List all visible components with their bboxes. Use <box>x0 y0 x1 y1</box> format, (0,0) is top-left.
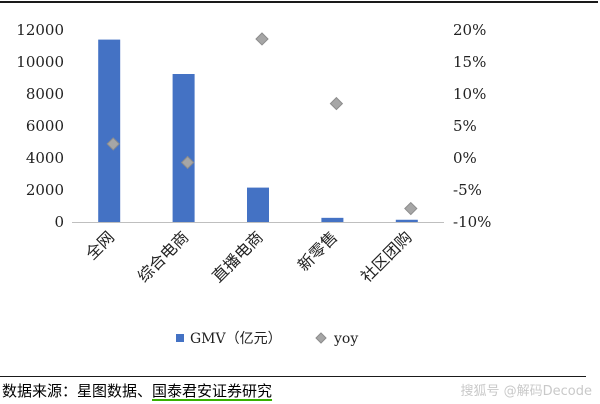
watermark: 搜狐号 @解码Decode <box>460 384 593 399</box>
left-tick-label: 0 <box>54 213 64 231</box>
left-tick-label: 2000 <box>26 181 64 199</box>
yoy-marker <box>404 201 418 216</box>
left-tick-label: 10000 <box>16 53 64 71</box>
bar-series <box>98 39 418 222</box>
category-label: 新零售 <box>294 227 341 274</box>
left-tick-label: 8000 <box>26 85 64 103</box>
source-note: 数据来源：星图数据、国泰君安证券研究 <box>2 380 272 401</box>
right-tick-label: -10% <box>453 213 491 231</box>
right-tick-label: 15% <box>453 53 486 71</box>
left-tick-label: 12000 <box>16 21 64 39</box>
bar <box>321 217 344 222</box>
bar <box>395 219 418 222</box>
top-rule <box>0 1 598 3</box>
yoy-marker <box>106 137 120 151</box>
left-tick-label: 6000 <box>26 117 64 135</box>
yoy-marker <box>180 155 195 170</box>
footer-rule <box>0 376 586 377</box>
category-label: 社区团购 <box>357 227 416 286</box>
legend-gmv-label: GMV（亿元） <box>190 331 282 347</box>
right-tick-label: -5% <box>453 181 482 199</box>
category-label: 综合电商 <box>134 227 193 286</box>
yoy-marker <box>255 32 269 46</box>
category-label: 直播电商 <box>208 227 267 286</box>
right-axis: -10% -5% 0% 5% 10% 15% 20% <box>453 21 491 231</box>
x-axis-labels: 全网 综合电商 直播电商 新零售 社区团购 <box>82 227 416 286</box>
legend-gmv-swatch <box>176 334 184 342</box>
right-tick-label: 20% <box>453 21 486 39</box>
legend: GMV（亿元） yoy <box>176 331 358 347</box>
source-prefix: 数据来源：星图数据、 <box>2 382 153 400</box>
yoy-marker <box>329 96 344 111</box>
bar <box>247 187 269 222</box>
bar <box>172 74 195 222</box>
right-tick-label: 10% <box>453 85 486 103</box>
left-tick-label: 4000 <box>26 149 64 167</box>
right-tick-label: 0% <box>453 149 477 167</box>
category-label: 全网 <box>82 227 118 263</box>
left-axis: 0 2000 4000 6000 8000 10000 12000 <box>16 21 64 231</box>
bar <box>98 39 121 222</box>
right-tick-label: 5% <box>453 117 477 135</box>
legend-yoy-marker <box>315 332 327 344</box>
source-publisher: 国泰君安证券研究 <box>152 382 273 400</box>
legend-yoy-label: yoy <box>333 331 358 347</box>
chart: 0 2000 4000 6000 8000 10000 12000 -10% -5% 0% 5% 1… <box>16 21 491 347</box>
yoy-series <box>106 32 418 216</box>
